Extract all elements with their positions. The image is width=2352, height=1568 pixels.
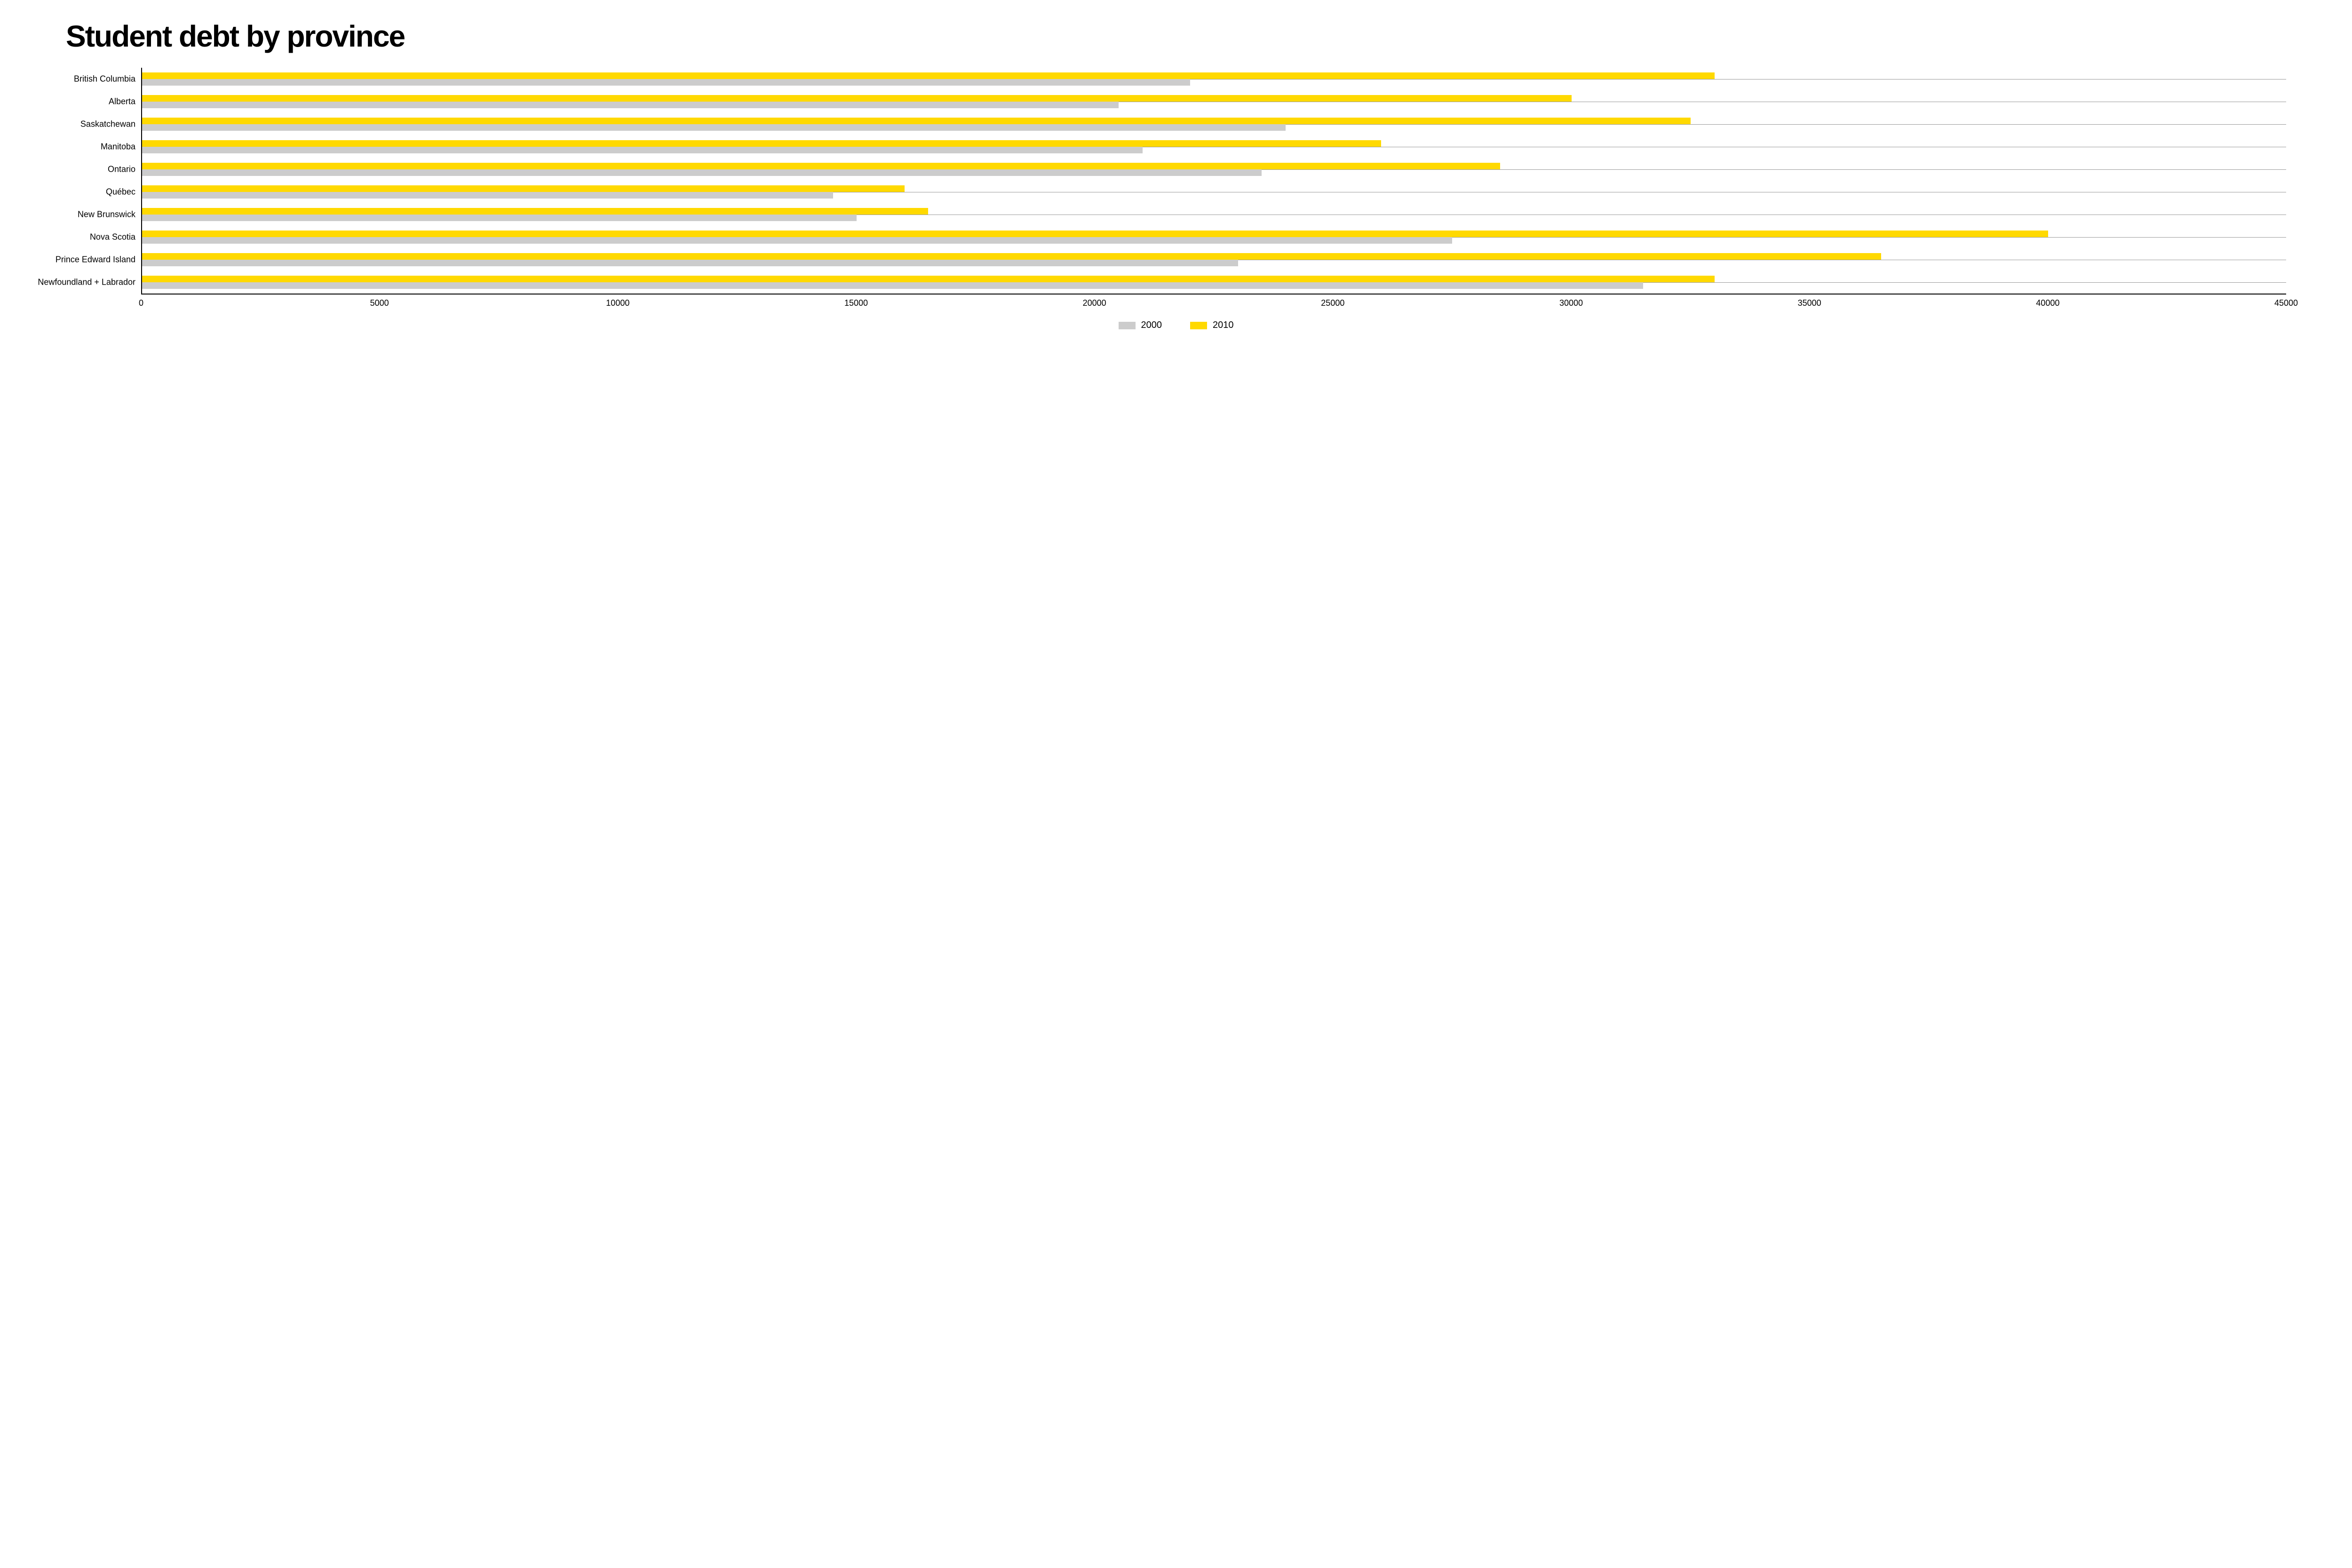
legend-swatch	[1190, 322, 1207, 329]
bar-y2010	[142, 253, 1881, 260]
chart-title: Student debt by province	[47, 19, 2305, 54]
chart-row: Saskatchewan	[142, 113, 2286, 135]
x-tick: 40000	[2036, 298, 2059, 308]
legend-label: 2000	[1141, 320, 1162, 331]
x-tick: 0	[139, 298, 143, 308]
bar-y2000	[142, 192, 833, 199]
chart-row: Ontario	[142, 158, 2286, 181]
bar-y2000	[142, 147, 1143, 153]
bar-y2010	[142, 118, 1691, 124]
legend-item-y2000: 2000	[1119, 320, 1162, 331]
legend-swatch	[1119, 322, 1136, 329]
chart-row: Newfoundland + Labrador	[142, 271, 2286, 294]
plot-area: British ColumbiaAlbertaSaskatchewanManit…	[141, 68, 2286, 294]
bar-y2000	[142, 102, 1119, 108]
chart-row: Manitoba	[142, 135, 2286, 158]
x-tick: 45000	[2274, 298, 2298, 308]
chart-row: Alberta	[142, 90, 2286, 113]
chart-row: New Brunswick	[142, 203, 2286, 226]
category-label: Alberta	[109, 97, 142, 107]
chart-container: Student debt by province British Columbi…	[0, 0, 2352, 350]
x-tick: 25000	[1321, 298, 1344, 308]
bar-y2000	[142, 124, 1286, 131]
legend-item-y2010: 2010	[1190, 320, 1234, 331]
chart-plot-wrap: British ColumbiaAlbertaSaskatchewanManit…	[141, 68, 2286, 309]
x-axis: 0 5000 10000 15000 20000 25000 30000 35000 40000…	[141, 294, 2286, 309]
bar-y2010	[142, 231, 2048, 237]
bar-y2000	[142, 215, 857, 221]
bar-y2000	[142, 169, 1262, 176]
x-tick: 20000	[1083, 298, 1106, 308]
category-label: Québec	[106, 187, 142, 197]
category-label: New Brunswick	[78, 210, 142, 220]
bar-y2010	[142, 276, 1715, 282]
bar-y2010	[142, 95, 1572, 102]
bar-y2000	[142, 282, 1643, 289]
x-tick: 35000	[1798, 298, 1821, 308]
chart-row: Québec	[142, 181, 2286, 203]
x-tick: 10000	[606, 298, 629, 308]
bar-y2010	[142, 72, 1715, 79]
bar-y2000	[142, 79, 1190, 86]
category-label: Ontario	[108, 165, 142, 175]
chart-row: Prince Edward Island	[142, 248, 2286, 271]
x-tick: 5000	[370, 298, 389, 308]
x-tick: 15000	[844, 298, 868, 308]
category-label: Newfoundland + Labrador	[38, 278, 142, 287]
chart-row: Nova Scotia	[142, 226, 2286, 248]
bar-y2010	[142, 185, 905, 192]
category-label: Saskatchewan	[80, 119, 142, 129]
category-label: Nova Scotia	[90, 232, 142, 242]
x-tick: 30000	[1559, 298, 1583, 308]
legend-label: 2010	[1213, 320, 1234, 331]
category-label: British Columbia	[74, 74, 142, 84]
chart-row: British Columbia	[142, 68, 2286, 90]
bar-y2010	[142, 140, 1381, 147]
category-label: Prince Edward Island	[56, 255, 142, 265]
legend: 2000 2010	[47, 320, 2305, 331]
category-label: Manitoba	[101, 142, 142, 152]
bar-y2010	[142, 208, 928, 215]
bar-y2010	[142, 163, 1500, 169]
bar-y2000	[142, 260, 1238, 266]
bar-y2000	[142, 237, 1452, 244]
